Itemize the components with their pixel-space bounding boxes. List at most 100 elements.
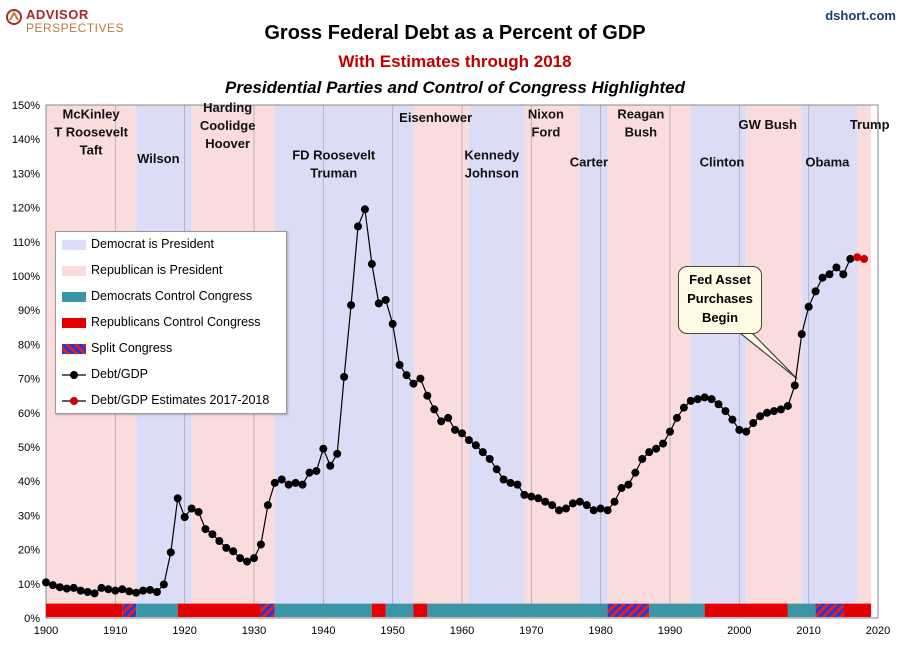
president-label-12-0: Trump [850,117,890,132]
president-label-9-0: Clinton [700,155,745,170]
debt-point-1928 [236,554,245,563]
debt-point-1952 [402,371,411,380]
debt-point-1980 [596,504,605,513]
debt-point-1989 [659,439,668,448]
president-label-4-0: Eisenhower [399,110,472,125]
debt-point-1903 [62,584,71,593]
x-tick-label-9: 1990 [658,625,682,637]
debt-point-2009 [797,330,806,339]
congress-bar-4 [260,603,275,617]
president-label-7-0: Carter [570,155,608,170]
x-tick-label-6: 1960 [450,625,474,637]
debt-point-1976 [568,499,577,508]
debt-point-1922 [194,507,203,516]
congress-bar-10 [607,603,650,617]
debt-point-1959 [451,425,460,434]
president-band-11 [801,105,858,618]
debt-point-1978 [582,501,591,510]
debt-point-1967 [506,478,515,487]
debt-point-1912 [125,587,134,596]
estimate-point-2017 [853,253,862,262]
debt-point-2003 [756,412,765,421]
president-label-3-0: FD Roosevelt [292,148,376,163]
legend-label-debt: Debt/GDP [91,367,148,381]
debt-point-1950 [388,319,397,328]
president-label-3-1: Truman [310,166,357,181]
debt-point-1965 [492,465,501,474]
legend-marker-debt [62,371,86,379]
debt-point-1958 [444,413,453,422]
president-band-3 [274,105,414,618]
debt-point-1999 [728,415,737,424]
x-tick-label-10: 2000 [727,625,751,637]
y-tick-label-7: 70% [18,374,40,386]
president-label-0-2: Taft [80,143,104,158]
debt-point-1953 [409,379,418,388]
debt-point-1915 [146,585,154,594]
president-band-8 [607,105,691,618]
congress-bar-1 [122,603,137,617]
debt-point-1909 [104,585,113,594]
debt-point-2002 [749,419,758,428]
debt-point-1927 [229,547,238,556]
debt-point-1944 [347,301,356,310]
fed-asset-callout: Fed Asset Purchases Begin [678,266,762,334]
debt-point-1954 [416,374,425,383]
debt-point-1997 [714,400,723,409]
debt-point-1947 [367,260,376,269]
legend-swatch-rep-congress [62,318,86,328]
plot-frame [45,104,879,619]
debt-point-1974 [555,506,564,515]
y-tick-label-12: 120% [12,203,40,215]
congress-bar-2 [136,603,178,617]
debt-point-2014 [832,263,841,272]
y-tick-label-3: 30% [18,510,40,522]
chart-subtitle-2: Presidential Parties and Control of Cong… [224,78,685,97]
debt-point-1935 [284,480,293,489]
congress-bar-8 [413,603,428,617]
debt-point-1942 [333,449,342,458]
debt-point-1961 [464,436,473,445]
president-label-6-0: Nixon [528,107,564,122]
president-label-2-2: Hoover [205,136,250,151]
y-tick-label-5: 50% [18,442,40,454]
y-tick-label-13: 130% [12,168,40,180]
x-tick-label-5: 1950 [380,625,404,637]
debt-point-2004 [763,408,772,417]
president-label-1-0: Wilson [137,151,180,166]
debt-point-1936 [291,478,300,487]
debt-point-1906 [83,588,92,597]
congress-bar-9 [427,603,608,617]
debt-point-1911 [118,585,127,594]
legend-marker-estimates [62,397,86,405]
callout-line-1: Fed Asset [689,272,751,287]
president-label-0-0: McKinley [63,107,121,122]
president-label-5-1: Johnson [465,166,519,181]
debt-point-1949 [381,295,390,304]
debt-point-1931 [256,540,265,549]
debt-point-1905 [76,586,85,595]
debt-point-1972 [541,497,550,506]
legend-label-dem-pres: Democrat is President [91,237,214,251]
callout-line-3: Begin [701,310,739,325]
debt-point-1951 [395,360,404,369]
logo-text-top: ADVISOR [26,7,89,22]
debt-point-1971 [534,494,543,503]
congress-bar-15 [843,603,872,617]
debt-point-1996 [707,395,716,404]
congress-bar-5 [274,603,372,617]
callout-line-2: Purchases [687,291,753,306]
congress-bar-14 [815,603,844,617]
congress-bar-6 [371,603,386,617]
y-tick-label-9: 90% [18,305,40,317]
debt-point-2012 [818,273,827,282]
debt-point-1920 [180,513,189,522]
debt-point-1930 [250,554,258,563]
debt-point-1943 [340,372,349,381]
x-tick-label-7: 1970 [519,625,543,637]
president-band-5 [468,105,525,618]
debt-point-1988 [652,444,661,453]
x-tick-label-3: 1930 [242,625,266,637]
legend-swatch-rep-pres [62,266,86,276]
debt-point-2010 [804,302,813,311]
